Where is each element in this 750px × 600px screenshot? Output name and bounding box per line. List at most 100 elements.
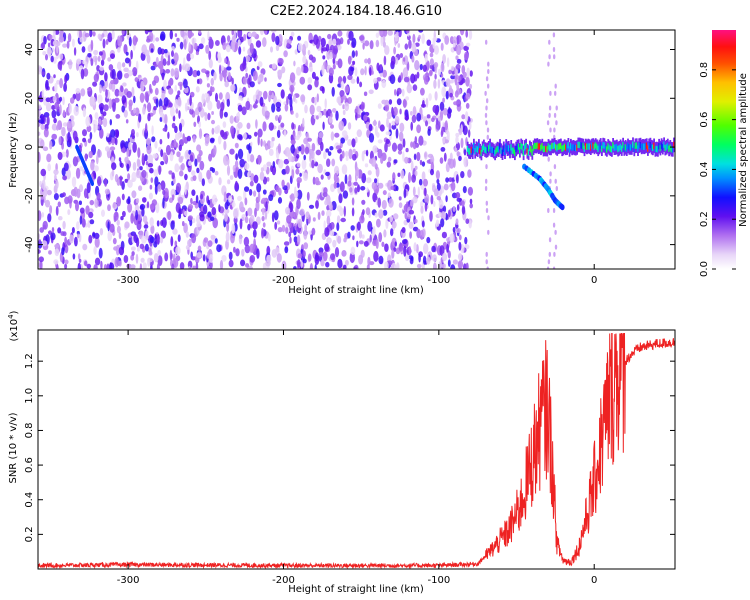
noise-blob xyxy=(56,264,59,269)
noise-blob xyxy=(154,140,158,149)
noise-blob xyxy=(317,163,323,174)
noise-blob xyxy=(178,170,184,177)
noise-blob xyxy=(76,58,82,65)
noise-blob xyxy=(215,40,220,46)
noise-blob xyxy=(133,107,137,114)
noise-blob xyxy=(174,125,178,134)
stripe-blob xyxy=(486,127,490,133)
noise-blob xyxy=(150,65,156,71)
noise-blob xyxy=(314,254,320,265)
noise-blob xyxy=(203,204,208,215)
signal-cell xyxy=(666,142,669,150)
noise-blob xyxy=(131,190,137,199)
noise-blob xyxy=(149,167,154,174)
noise-blob xyxy=(120,216,124,221)
noise-blob xyxy=(262,37,267,48)
noise-blob xyxy=(406,83,412,94)
signal-cell xyxy=(570,143,572,150)
noise-blob xyxy=(465,262,469,269)
noise-blob xyxy=(225,44,231,53)
noise-blob xyxy=(155,202,160,214)
noise-blob xyxy=(108,82,113,90)
noise-blob xyxy=(328,116,333,124)
noise-blob xyxy=(423,76,429,85)
noise-blob xyxy=(156,220,160,227)
x-tick-label: -300 xyxy=(117,275,140,286)
noise-blob xyxy=(141,169,147,178)
noise-blob xyxy=(144,30,149,35)
noise-blob xyxy=(238,233,243,245)
noise-blob xyxy=(116,61,122,70)
signal-cell xyxy=(594,142,597,149)
noise-blob xyxy=(456,204,460,211)
noise-blob xyxy=(172,177,176,185)
noise-blob xyxy=(75,91,81,102)
noise-blob xyxy=(89,131,93,140)
noise-blob xyxy=(303,229,308,240)
noise-blob xyxy=(155,98,159,108)
noise-blob xyxy=(149,217,154,227)
noise-blob xyxy=(398,196,402,201)
noise-blob xyxy=(364,65,367,76)
noise-blob xyxy=(261,197,268,203)
noise-blob xyxy=(45,54,48,61)
noise-blob xyxy=(386,161,391,168)
noise-blob xyxy=(134,77,139,83)
noise-blob xyxy=(433,62,439,68)
noise-blob xyxy=(82,137,87,143)
noise-blob xyxy=(249,42,254,54)
noise-blob xyxy=(277,82,282,88)
noise-blob xyxy=(193,121,197,128)
noise-blob xyxy=(58,35,65,43)
noise-blob xyxy=(325,261,330,268)
signal-cell xyxy=(602,142,605,149)
noise-blob xyxy=(391,262,397,269)
y-tick-label: -20 xyxy=(24,188,35,204)
noise-blob xyxy=(146,144,152,155)
signal-cell xyxy=(579,142,582,149)
signal-cell xyxy=(545,145,547,153)
noise-blob xyxy=(418,30,424,33)
noise-blob xyxy=(266,177,270,182)
noise-blob xyxy=(213,145,217,156)
noise-blob xyxy=(314,264,317,269)
signal-cell xyxy=(560,142,562,150)
noise-blob xyxy=(251,31,257,38)
noise-blob xyxy=(115,244,120,256)
noise-blob xyxy=(434,45,439,55)
noise-blob xyxy=(278,159,284,169)
noise-blob xyxy=(121,193,125,201)
noise-blob xyxy=(416,124,421,134)
noise-blob xyxy=(79,37,85,43)
noise-blob xyxy=(252,70,258,82)
noise-blob xyxy=(344,102,350,112)
noise-blob xyxy=(75,167,81,179)
noise-blob xyxy=(442,136,446,145)
noise-blob xyxy=(404,109,409,117)
noise-blob xyxy=(94,237,100,248)
noise-blob xyxy=(361,234,365,239)
signal-cell xyxy=(550,144,552,152)
stripe-blob xyxy=(484,112,488,118)
signal-cell xyxy=(598,143,601,151)
noise-blob xyxy=(48,250,52,255)
noise-blob xyxy=(223,191,227,202)
noise-blob xyxy=(161,217,167,229)
noise-blob xyxy=(79,215,83,225)
noise-blob xyxy=(211,194,218,206)
noise-blob xyxy=(302,50,306,56)
signal-cell xyxy=(589,144,592,151)
noise-blob xyxy=(455,227,461,234)
noise-blob xyxy=(347,139,353,146)
noise-blob xyxy=(403,245,407,257)
noise-blob xyxy=(350,78,356,84)
noise-blob xyxy=(39,260,43,269)
noise-blob xyxy=(439,109,444,121)
noise-blob xyxy=(455,218,459,226)
noise-blob xyxy=(448,158,455,169)
noise-blob xyxy=(413,153,417,161)
noise-blob xyxy=(187,98,190,106)
noise-blob xyxy=(393,247,397,252)
noise-blob xyxy=(130,264,136,269)
noise-blob xyxy=(164,114,168,125)
